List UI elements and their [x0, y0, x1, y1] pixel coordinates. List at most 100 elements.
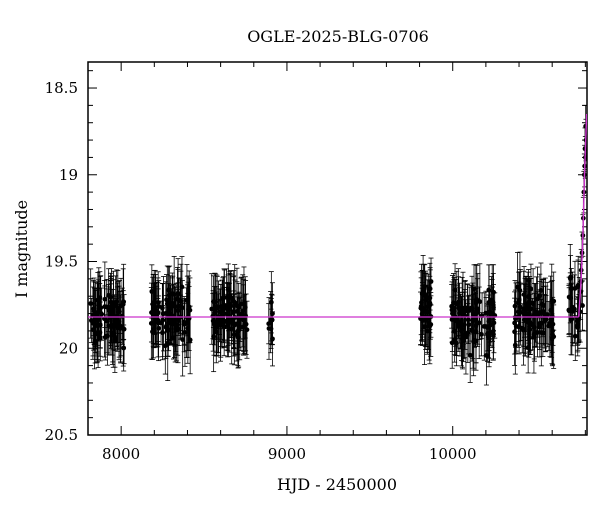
data-point [119, 313, 125, 319]
data-point [461, 332, 467, 338]
data-point [237, 324, 243, 329]
data-point [238, 301, 244, 307]
data-point [121, 345, 127, 351]
data-point [451, 300, 456, 306]
data-point [572, 286, 578, 291]
data-point [173, 322, 179, 328]
plot-frame [87, 61, 588, 436]
data-point [165, 326, 171, 332]
data-point [227, 293, 233, 299]
y-axis-label: I magnitude [12, 200, 31, 298]
data-point [452, 329, 458, 334]
data-point [228, 303, 234, 309]
data-point [182, 330, 188, 335]
data-point [185, 315, 190, 321]
model-curve [88, 113, 587, 318]
data-point [567, 295, 573, 301]
data-point [477, 299, 483, 305]
data-point [167, 305, 173, 311]
data-point [231, 321, 237, 327]
data-point [521, 292, 527, 297]
data-point [224, 319, 230, 325]
data-point [491, 320, 497, 326]
data-point [162, 343, 168, 349]
axis-ticks [87, 62, 587, 436]
data-points [88, 104, 587, 386]
data-point [549, 298, 555, 303]
data-point [566, 307, 572, 313]
data-point [572, 306, 577, 312]
y-tick-labels: 18.5 19 19.5 20 20.5 [45, 79, 78, 444]
data-point [455, 322, 461, 328]
data-point [99, 311, 105, 317]
data-point [471, 339, 477, 345]
data-point [95, 317, 101, 323]
data-point [167, 292, 173, 298]
data-point [526, 294, 531, 300]
data-point [211, 321, 217, 327]
data-point [528, 306, 534, 312]
data-point [121, 326, 127, 332]
x-tick-label: 9000 [268, 445, 306, 463]
y-tick-label: 18.5 [45, 79, 78, 97]
data-point [92, 338, 98, 344]
data-point [513, 323, 519, 329]
chart-title: OGLE-2025-BLG-0706 [247, 27, 429, 46]
data-point [419, 300, 424, 305]
data-point [236, 304, 242, 310]
data-point [105, 333, 110, 339]
data-point [235, 334, 241, 340]
y-tick-label: 20.5 [45, 426, 78, 444]
x-tick-label: 10000 [429, 445, 477, 463]
data-point [163, 311, 169, 316]
data-point [475, 306, 481, 312]
data-point [540, 309, 546, 315]
y-tick-label: 20 [59, 339, 78, 357]
data-point [486, 299, 492, 305]
data-point [222, 305, 227, 311]
data-point [420, 305, 425, 311]
data-point [491, 289, 496, 295]
data-point [116, 323, 122, 328]
data-point [538, 288, 544, 293]
data-point [187, 337, 193, 343]
model-rise [578, 113, 587, 318]
data-point [491, 331, 496, 337]
data-point [242, 304, 248, 310]
data-point [178, 298, 184, 304]
data-point [568, 317, 574, 323]
data-point [427, 300, 433, 306]
data-point [238, 311, 244, 317]
data-point [102, 296, 108, 302]
data-point [160, 317, 166, 323]
data-point [481, 324, 487, 329]
data-point [546, 323, 552, 329]
data-point [472, 317, 478, 323]
y-tick-label: 19 [59, 166, 78, 184]
data-point [471, 286, 477, 292]
x-axis-label: HJD - 2450000 [277, 475, 397, 494]
data-point [181, 319, 187, 325]
data-point [465, 317, 471, 323]
data-point [515, 284, 520, 290]
data-point [266, 321, 272, 327]
data-point [177, 303, 183, 309]
data-point [537, 324, 542, 330]
data-point [179, 284, 185, 290]
data-point [538, 330, 544, 335]
data-point [164, 297, 169, 303]
data-point [512, 303, 518, 309]
data-point [459, 327, 465, 333]
data-point [150, 301, 156, 307]
data-point [517, 287, 523, 293]
data-point [530, 301, 536, 306]
data-point [106, 307, 112, 313]
data-point [114, 315, 120, 321]
data-point [153, 308, 159, 314]
data-point [533, 310, 539, 316]
data-point [175, 326, 181, 331]
data-point [97, 308, 103, 314]
data-point [268, 326, 274, 332]
x-tick-labels: 8000 9000 10000 [102, 445, 477, 463]
